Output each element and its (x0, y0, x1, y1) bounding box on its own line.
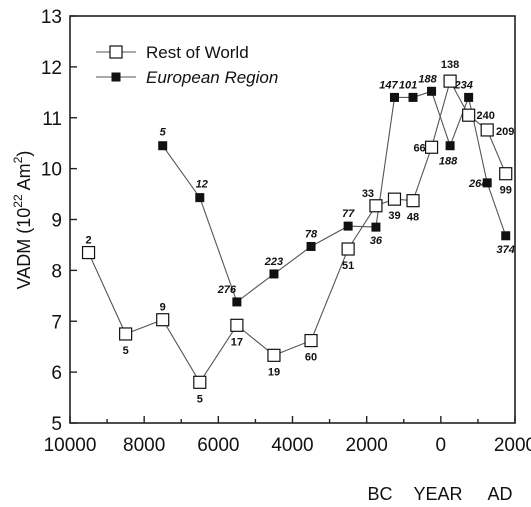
european-region-point (464, 92, 474, 102)
rest-of-world-point (341, 242, 355, 256)
rest-of-world-point (480, 123, 494, 137)
european-region-data-label: 78 (305, 228, 318, 240)
rest-of-world-point (406, 194, 420, 208)
series-lines-layer (87, 79, 507, 384)
legend-marker-european-region (111, 72, 121, 82)
era-label-ad: AD (487, 484, 512, 504)
european-region-data-label: 264 (468, 178, 487, 190)
rest-of-world-point (369, 199, 383, 213)
rest-of-world-point (193, 375, 207, 389)
x-tick-label: 4000 (271, 435, 313, 456)
european-region-data-label: 188 (439, 156, 458, 168)
y-tick-label: 12 (41, 58, 62, 79)
rest-of-world-point (462, 108, 476, 122)
y-tick-label: 9 (51, 211, 62, 232)
european-region-point (232, 297, 242, 307)
european-region-point (408, 92, 418, 102)
rest-of-world-point (424, 140, 439, 154)
x-tick-label: 2000 (494, 435, 531, 456)
y-tick-label: 8 (51, 261, 62, 282)
rest-of-world-data-label: 209 (496, 126, 514, 138)
european-region-data-label: 234 (453, 79, 472, 91)
y-tick-label: 7 (51, 312, 62, 333)
rest-of-world-data-label: 138 (441, 59, 459, 71)
x-tick-label: 10000 (44, 435, 97, 456)
european-region-point (427, 86, 437, 96)
y-tick-label: 13 (41, 7, 62, 28)
y-axis-title-exp2: 2 (11, 156, 25, 163)
european-region-point (158, 141, 168, 151)
rest-of-world-point (230, 318, 244, 332)
european-region-point (195, 193, 205, 203)
european-region-point (371, 222, 381, 232)
european-region-data-label: 5 (160, 127, 167, 139)
european-region-data-label: 12 (196, 179, 208, 191)
european-region-point (445, 141, 455, 151)
rest-of-world-data-label: 33 (362, 188, 374, 200)
rest-of-world-data-label: 17 (231, 336, 243, 348)
rest-of-world-point (267, 348, 281, 362)
series-line-rest-of-world (87, 79, 507, 384)
rest-of-world-data-label: 5 (123, 345, 129, 357)
rest-of-world-point (443, 74, 457, 88)
european-region-data-label: 147 (379, 79, 398, 91)
y-axis-title-unit: Am (14, 163, 34, 194)
x-ticks-layer: 10000 8000 6000 4000 2000 0 2000 (44, 416, 531, 456)
european-region-point (269, 269, 279, 279)
rest-of-world-data-label: 66 (413, 142, 425, 154)
y-tick-label: 5 (51, 414, 62, 435)
y-tick-label: 11 (42, 109, 62, 130)
x-tick-label: 8000 (123, 435, 165, 456)
european-region-data-label: 276 (217, 284, 237, 296)
rest-of-world-point (499, 167, 513, 181)
rest-of-world-data-label: 39 (388, 210, 400, 222)
era-label-bc: BC (367, 484, 392, 504)
rest-of-world-data-label: 60 (305, 352, 317, 364)
x-tick-label: 0 (436, 435, 447, 456)
european-region-point (389, 92, 399, 102)
european-region-point (482, 178, 492, 188)
rest-of-world-point (81, 245, 96, 260)
rest-of-world-data-label: 5 (197, 393, 203, 405)
rest-of-world-data-label: 19 (268, 366, 280, 378)
era-label-year: YEAR (413, 484, 462, 504)
european-region-data-label: 223 (264, 256, 283, 268)
legend-marker-rest-of-world (109, 45, 123, 59)
rest-of-world-point (119, 327, 133, 341)
rest-of-world-point (387, 192, 402, 206)
european-region-data-label: 374 (497, 244, 515, 256)
series-line-european-region (162, 90, 507, 303)
y-axis-title-close: ) (14, 151, 34, 157)
legend: Rest of World European Region (96, 43, 278, 87)
y-ticks-layer: 5 6 7 8 9 10 11 12 13 (41, 7, 77, 435)
rest-of-world-point (304, 333, 318, 348)
legend-label-european-region: European Region (146, 68, 278, 87)
european-region-data-label: 36 (370, 235, 383, 247)
european-region-point (306, 241, 316, 251)
x-tick-label: 6000 (197, 435, 239, 456)
y-tick-label: 6 (51, 363, 62, 384)
rest-of-world-data-label: 51 (342, 260, 354, 272)
european-region-data-label: 188 (418, 73, 437, 85)
european-region-data-label: 101 (399, 79, 417, 91)
european-region-data-label: 77 (342, 208, 355, 220)
legend-label-rest-of-world: Rest of World (146, 43, 249, 62)
rest-of-world-data-label: 2 (85, 235, 91, 247)
rest-of-world-data-label: 48 (407, 212, 419, 224)
rest-of-world-point (156, 313, 170, 327)
y-axis-title-exp1: 22 (11, 194, 25, 208)
y-axis-title: VADM (1022 Am2) (11, 151, 34, 290)
series-markers-layer (81, 74, 513, 389)
rest-of-world-data-label: 99 (500, 185, 512, 197)
rest-of-world-data-label: 240 (476, 110, 494, 122)
european-region-point (501, 231, 511, 241)
rest-of-world-data-label: 9 (160, 302, 166, 314)
y-axis-title-main: VADM (10 (14, 208, 34, 290)
y-tick-label: 10 (41, 160, 62, 181)
european-region-point (343, 221, 353, 231)
x-tick-label: 2000 (346, 435, 388, 456)
